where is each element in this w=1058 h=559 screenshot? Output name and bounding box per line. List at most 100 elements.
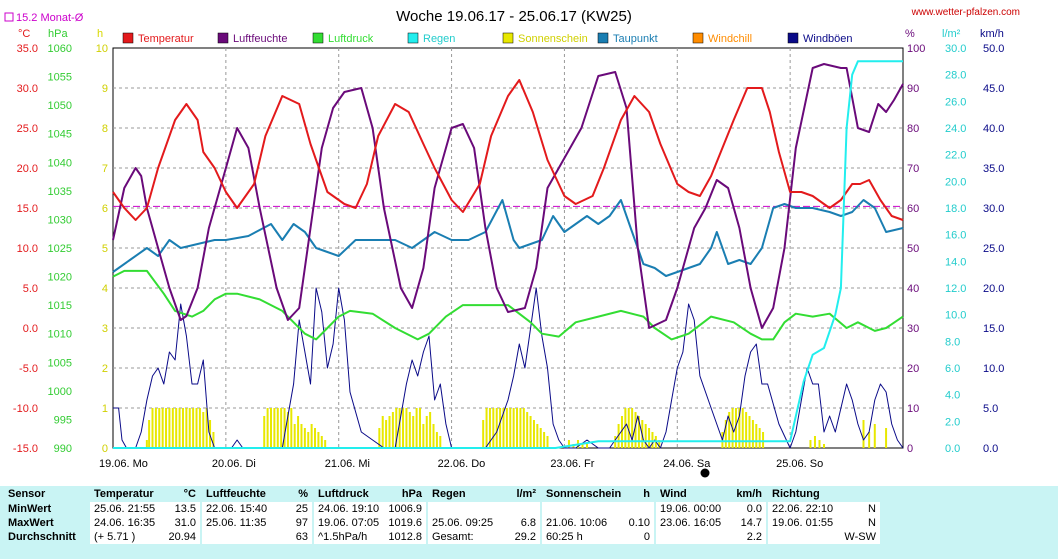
sunshine-bar [202,412,205,448]
sunshine-bar [885,428,888,448]
tick-label: 10.0 [17,243,38,255]
cell [428,502,540,516]
tick-label: 2.0 [945,416,960,428]
legend-label: Temperatur [138,33,194,45]
legend-label: Taupunkt [613,33,658,45]
legend-swatch [502,32,514,44]
cell: 25.06. 09:25 6.8 [428,516,540,530]
col-press-unit: hPa [401,488,422,500]
cell: 23.06. 16:05 14.7 [656,516,766,530]
sunshine-bar [314,428,317,448]
series-luftdruck [112,269,904,341]
cell-when: (+ 5.71 ) [94,531,136,543]
sunshine-bar [161,408,164,448]
cell: 22.06. 22:10 N [768,502,880,516]
stats-header-row: Sensor Temperatur °C Luftfeuchte% Luftdru… [4,486,880,502]
cell: (+ 5.71 ) 20.94 [90,530,200,544]
tick-label: 20.0 [17,163,38,175]
cell-value: 2.2 [746,531,762,543]
sunshine-bar [586,444,588,448]
sunshine-bar [151,408,154,448]
sunshine-bar [526,412,529,448]
sunshine-bar [381,416,384,448]
axes: 35.030.025.020.015.010.05.00.0-5.0-10.0-… [13,43,1005,470]
sunshine-bar [581,444,584,448]
tick-label: 20.0 [945,176,966,188]
tick-label: 35.0 [983,163,1004,175]
sunshine-bar [546,436,549,448]
cell-value: 13.5 [174,503,196,515]
tick-label: 10.0 [945,310,966,322]
cell: ^1.5hPa/h 1012.8 [314,530,426,544]
cell-when: ^1.5hPa/h [318,531,368,543]
tick-label: 20 [907,363,919,375]
site-link[interactable]: www.wetter-pfalzen.com [911,7,1020,18]
x-tick-label: 23.06. Fr [550,458,594,470]
tick-label: 80 [907,123,919,135]
sunshine-bar [324,440,327,448]
tick-label: 30.0 [945,43,966,55]
cell: Gesamt: 29.2 [428,530,540,544]
tick-label: 10 [907,403,919,415]
cell-value: 31.0 [174,517,196,529]
sunshine-bar [748,416,751,448]
cell-when: 22.06. 15:40 [206,503,268,515]
sunshine-bar [320,436,323,448]
tick-label: 0 [102,443,108,455]
series-taupunkt [112,199,904,277]
sunshine-bar [181,408,184,448]
moon-phase-icon [700,468,710,478]
col-sun-label: Sonnenschein [546,488,622,500]
legend-swatch [597,32,609,44]
statistics-panel: Sensor Temperatur °C Luftfeuchte% Luftdru… [0,486,1058,559]
col-rain-label: Regen [432,488,466,500]
sunshine-bar [300,424,303,448]
tick-label: 25.0 [983,243,1004,255]
sunshine-bar [627,408,630,448]
legend-swatch [407,32,419,44]
series-luftfeuchte [112,63,904,329]
cell-value: 29.2 [514,531,536,543]
tick-label: 1035 [48,186,72,198]
cell-value: N [868,517,876,529]
sunshine-bar [175,408,178,448]
x-tick-label: 21.06. Mi [325,458,370,470]
row-label: MaxWert [4,516,88,530]
grid [113,48,903,448]
tick-label: 1020 [48,272,72,284]
cell: 19.06. 00:00 0.0 [656,502,766,516]
tick-label: 40 [907,283,919,295]
cell-value: 0.0 [746,503,762,515]
tick-label: 45.0 [983,83,1004,95]
x-tick-label: 19.06. Mo [99,458,148,470]
tick-label: 0 [907,443,913,455]
unit-temp: °C [18,28,30,40]
sunshine-bar [724,420,727,448]
legend: Temperatur Luftfeuchte Luftdruck Regen Sonne… [122,32,853,45]
legend-swatch [312,32,324,44]
sunshine-bar [276,408,279,448]
col-temp-unit: °C [183,488,196,500]
tick-label: 8 [102,123,108,135]
col-press: Luftdruck hPa [314,486,426,502]
tick-label: 1060 [48,43,72,55]
sunshine-bar [283,408,286,448]
sunshine-bar [425,416,428,448]
sunshine-bar [862,420,865,448]
sunshine-bar [644,424,647,448]
sunshine-bar [307,432,310,448]
sunshine-bar [212,432,215,448]
col-wind-label: Wind [660,488,687,500]
sunshine-bar [751,420,754,448]
tick-label: 990 [54,443,72,455]
tick-label: -15.0 [13,443,38,455]
sunshine-bar [509,408,512,448]
cell: 25.06. 21:55 13.5 [90,502,200,516]
cell: 2.2 [656,530,766,544]
sunshine-bar [738,408,741,448]
sunshine-bar [297,416,300,448]
sunshine-bar [813,436,816,448]
tick-label: 5.0 [983,403,998,415]
sunshine-bar [495,408,498,448]
x-tick-label: 24.06. Sa [663,458,711,470]
